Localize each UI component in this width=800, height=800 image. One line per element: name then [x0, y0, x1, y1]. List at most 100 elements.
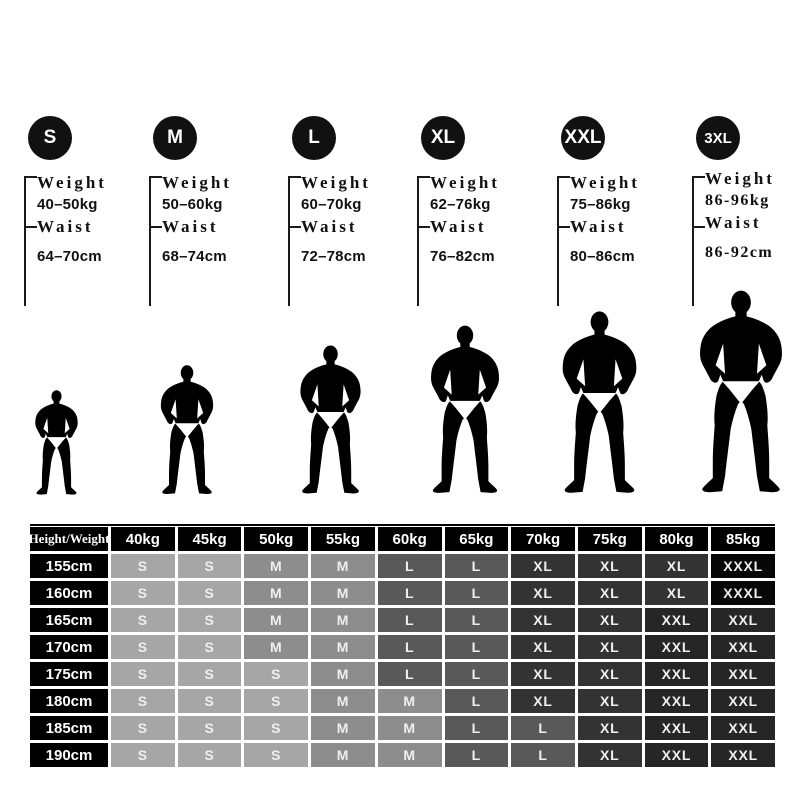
waist-label: Waist [301, 217, 358, 236]
size-badge: 3XL [696, 116, 740, 160]
size-cell: L [377, 608, 442, 632]
size-cell: XXL [711, 608, 775, 632]
size-cell: XXL [644, 689, 709, 713]
bracket-line [24, 176, 38, 306]
male-figure-3xl-icon [694, 290, 788, 497]
size-column-l: L Weight 60–70kg Waist 72–78cm [286, 116, 412, 316]
size-cell: M [244, 608, 309, 632]
size-cell: S [111, 689, 175, 713]
size-cell: S [177, 743, 242, 767]
size-cell: L [444, 662, 509, 686]
height-row-header: 175cm [30, 662, 108, 686]
weight-range: 50–60kg [162, 196, 223, 213]
size-cell: L [377, 635, 442, 659]
size-cell: XXL [644, 716, 709, 740]
weight-range: 62–76kg [430, 196, 491, 213]
weight-column-header: 70kg [511, 527, 575, 551]
bracket-line [417, 176, 431, 306]
weight-column-header: 60kg [377, 527, 442, 551]
size-badge-label: XL [430, 127, 456, 148]
size-cell: L [444, 689, 509, 713]
weight-label: Weight [705, 169, 775, 188]
waist-range: 76–82cm [430, 248, 495, 265]
size-column-xxl: XXL Weight 75–86kg Waist 80–86cm [555, 116, 681, 316]
height-row-header: 190cm [30, 743, 108, 767]
size-cell: M [311, 554, 375, 578]
waist-label: Waist [705, 213, 762, 232]
size-cell: L [444, 554, 509, 578]
size-cell: M [311, 689, 375, 713]
height-row-header: 155cm [30, 554, 108, 578]
size-cell: M [244, 554, 309, 578]
weight-range: 75–86kg [570, 196, 631, 213]
size-cell: S [244, 716, 309, 740]
size-cell: M [377, 689, 442, 713]
bracket-line [288, 176, 302, 306]
size-cell: XL [577, 716, 642, 740]
size-cell: XL [577, 662, 642, 686]
size-cell: M [311, 608, 375, 632]
size-cell: L [444, 743, 509, 767]
bracket-line [557, 176, 571, 306]
size-badge-label: XXL [564, 127, 602, 148]
size-badge: XL [421, 116, 465, 160]
size-cell: XL [644, 554, 709, 578]
size-cell: M [244, 635, 309, 659]
size-cell: S [177, 608, 242, 632]
weight-column-header: 45kg [177, 527, 242, 551]
weight-column-header: 65kg [444, 527, 509, 551]
weight-column-header: 55kg [311, 527, 375, 551]
height-row-header: 180cm [30, 689, 108, 713]
size-cell: XL [511, 689, 575, 713]
size-cell: XL [644, 581, 709, 605]
size-cell: S [177, 635, 242, 659]
size-column-m: M Weight 50–60kg Waist 68–74cm [147, 116, 273, 316]
size-cell: XL [577, 581, 642, 605]
size-cell: S [177, 554, 242, 578]
size-cell: S [111, 743, 175, 767]
size-cell: M [311, 662, 375, 686]
male-figure-xxl-icon [557, 311, 642, 497]
weight-label: Weight [430, 173, 500, 192]
size-cell: L [444, 608, 509, 632]
size-cell: XXL [711, 635, 775, 659]
size-cell: L [377, 581, 442, 605]
size-cell: S [111, 662, 175, 686]
size-column-xl: XL Weight 62–76kg Waist 76–82cm [415, 116, 541, 316]
table-corner-header: Height/Weight [29, 527, 109, 551]
measurement-labels: Weight 75–86kg Waist 80–86cm [570, 172, 680, 268]
measurement-labels: Weight 62–76kg Waist 76–82cm [430, 172, 540, 268]
size-cell: S [244, 743, 309, 767]
weight-range: 86-96kg [705, 192, 770, 209]
size-cell: L [444, 716, 509, 740]
measurement-labels: Weight 40–50kg Waist 64–70cm [37, 172, 147, 268]
weight-column-header: 80kg [644, 527, 709, 551]
size-cell: XL [511, 554, 575, 578]
size-cell: M [244, 581, 309, 605]
measurement-labels: Weight 60–70kg Waist 72–78cm [301, 172, 411, 268]
size-column-3xl: 3XL Weight 86-96kg Waist 86-92cm [690, 116, 800, 316]
waist-range: 80–86cm [570, 248, 635, 265]
size-cell: M [311, 743, 375, 767]
size-cell: XXXL [711, 554, 775, 578]
size-cell: S [244, 689, 309, 713]
size-cell: S [111, 608, 175, 632]
weight-label: Weight [570, 173, 640, 192]
waist-label: Waist [430, 217, 487, 236]
measurement-labels: Weight 86-96kg Waist 86-92cm [705, 168, 800, 264]
weight-column-header: 50kg [244, 527, 309, 551]
bracket-line [692, 176, 706, 306]
size-cell: XXL [644, 662, 709, 686]
size-cell: L [377, 662, 442, 686]
size-badge-label: L [308, 127, 320, 148]
weight-label: Weight [162, 173, 232, 192]
size-cell: S [111, 716, 175, 740]
waist-range: 72–78cm [301, 248, 366, 265]
height-row-header: 170cm [30, 635, 108, 659]
weight-range: 60–70kg [301, 196, 362, 213]
size-cell: L [511, 743, 575, 767]
male-figure-xl-icon [426, 325, 504, 497]
waist-label: Waist [570, 217, 627, 236]
waist-label: Waist [37, 217, 94, 236]
size-cell: XXL [711, 662, 775, 686]
